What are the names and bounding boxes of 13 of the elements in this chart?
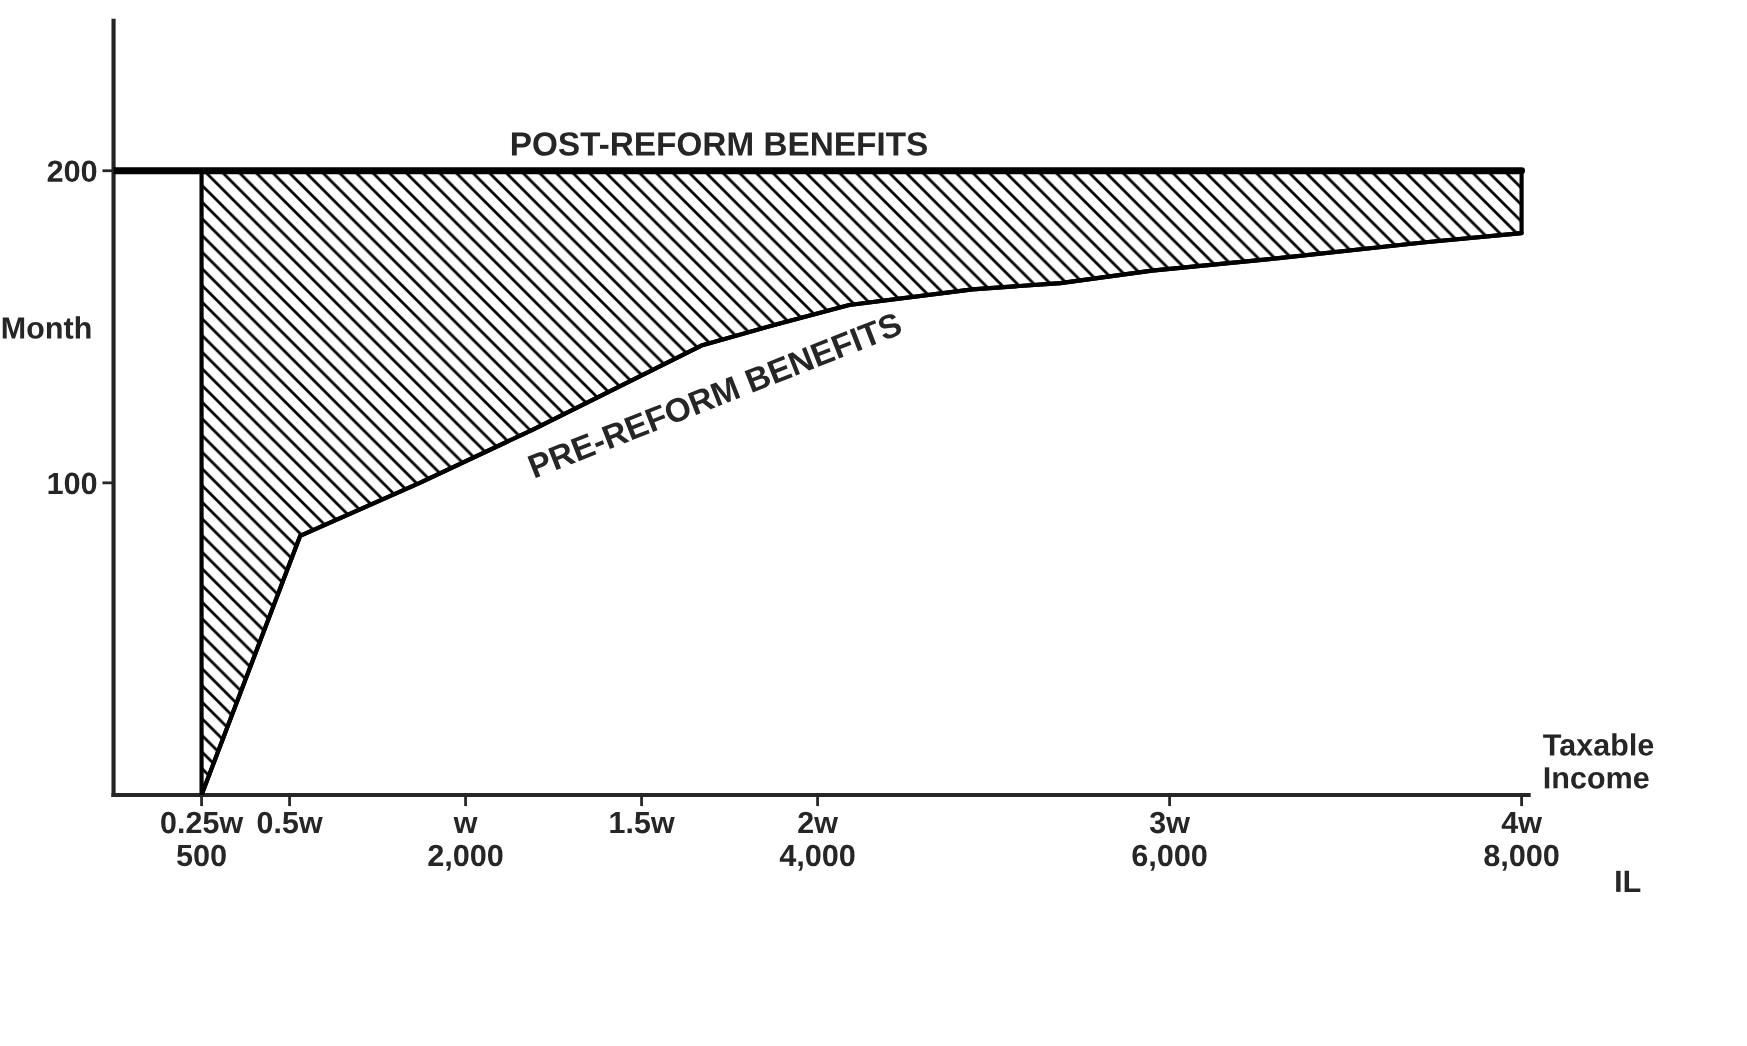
x-tick-label: 1.5w — [610, 812, 675, 834]
series-label: POST-REFORM BENEFITS — [511, 132, 927, 156]
text: IL — [1616, 870, 1641, 892]
x-tick-label: 0.5w — [257, 811, 323, 834]
x-tick-label: 0.25w 500 — [161, 811, 244, 867]
x-axis-title: Taxable Income — [1543, 733, 1654, 789]
x-tick-label: w 2,000 — [428, 816, 503, 871]
x-tick-label: 2w 4,000 — [779, 811, 855, 871]
x-tick-label: 4w 8,000 — [1484, 812, 1559, 871]
y-tick-label: 200 — [47, 160, 97, 183]
x-tick-label: 3w 6,000 — [1132, 811, 1207, 871]
y-tick-label: 100 — [48, 472, 97, 495]
y-axis-title: Month — [2, 316, 91, 339]
